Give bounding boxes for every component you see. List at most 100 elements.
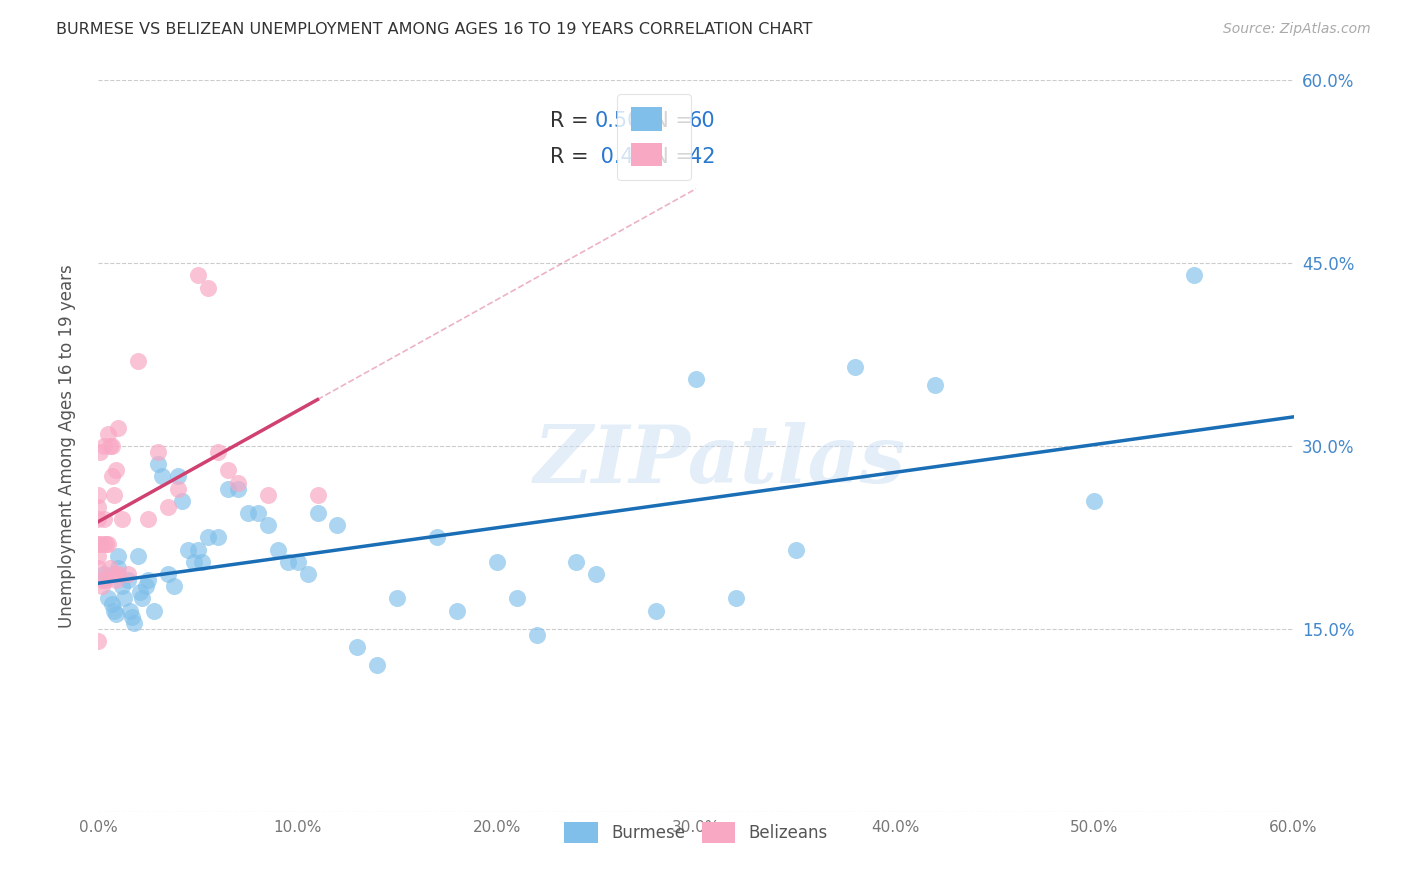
- Y-axis label: Unemployment Among Ages 16 to 19 years: Unemployment Among Ages 16 to 19 years: [58, 264, 76, 628]
- Point: [167, 482, 190, 496]
- Point: [105, 573, 128, 587]
- Point: [307, 488, 329, 502]
- Point: [93, 536, 115, 550]
- Legend: Burmese, Belizeans: Burmese, Belizeans: [555, 814, 837, 851]
- Point: [565, 555, 588, 569]
- Point: [346, 640, 368, 655]
- Point: [131, 591, 153, 606]
- Point: [117, 573, 139, 587]
- Point: [256, 518, 278, 533]
- Point: [97, 536, 120, 550]
- Point: [143, 603, 166, 617]
- Point: [167, 469, 190, 483]
- Point: [207, 445, 229, 459]
- Point: [148, 457, 170, 471]
- Point: [197, 530, 219, 544]
- Point: [136, 512, 159, 526]
- Point: [127, 549, 149, 563]
- Point: [277, 555, 299, 569]
- Point: [107, 567, 129, 582]
- Point: [87, 549, 110, 563]
- Point: [107, 561, 129, 575]
- Text: N =: N =: [640, 111, 699, 130]
- Point: [91, 573, 114, 587]
- Point: [267, 542, 290, 557]
- Point: [87, 634, 110, 648]
- Point: [157, 500, 180, 514]
- Point: [177, 542, 200, 557]
- Point: [98, 561, 122, 575]
- Point: [1182, 268, 1205, 283]
- Point: [93, 439, 115, 453]
- Point: [136, 573, 159, 587]
- Point: [924, 378, 946, 392]
- Text: BURMESE VS BELIZEAN UNEMPLOYMENT AMONG AGES 16 TO 19 YEARS CORRELATION CHART: BURMESE VS BELIZEAN UNEMPLOYMENT AMONG A…: [56, 22, 813, 37]
- Point: [97, 591, 120, 606]
- Point: [98, 439, 122, 453]
- Point: [107, 421, 129, 435]
- Point: [326, 518, 349, 533]
- Text: ZIPatlas: ZIPatlas: [534, 422, 905, 500]
- Point: [97, 426, 120, 441]
- Point: [385, 591, 409, 606]
- Point: [187, 268, 209, 283]
- Point: [1083, 494, 1105, 508]
- Point: [645, 603, 668, 617]
- Point: [785, 542, 807, 557]
- Point: [585, 567, 607, 582]
- Point: [120, 603, 142, 617]
- Point: [127, 353, 149, 368]
- Text: Source: ZipAtlas.com: Source: ZipAtlas.com: [1223, 22, 1371, 37]
- Point: [89, 536, 111, 550]
- Point: [226, 482, 249, 496]
- Point: [148, 445, 170, 459]
- Point: [183, 555, 205, 569]
- Point: [163, 579, 186, 593]
- Point: [426, 530, 449, 544]
- Point: [287, 555, 309, 569]
- Point: [87, 561, 110, 575]
- Point: [101, 469, 124, 483]
- Point: [111, 512, 134, 526]
- Point: [96, 536, 118, 550]
- Point: [446, 603, 468, 617]
- Point: [217, 463, 239, 477]
- Point: [366, 658, 388, 673]
- Text: 0.412: 0.412: [595, 147, 661, 167]
- Point: [297, 567, 319, 582]
- Point: [107, 549, 129, 563]
- Text: N =: N =: [640, 147, 699, 167]
- Point: [93, 512, 115, 526]
- Point: [217, 482, 239, 496]
- Point: [105, 463, 128, 477]
- Point: [207, 530, 229, 544]
- Point: [101, 598, 124, 612]
- Text: R =: R =: [550, 147, 595, 167]
- Point: [256, 488, 278, 502]
- Point: [724, 591, 747, 606]
- Point: [105, 607, 128, 622]
- Point: [121, 609, 143, 624]
- Point: [112, 591, 135, 606]
- Point: [96, 573, 118, 587]
- Point: [91, 579, 114, 593]
- Point: [485, 555, 508, 569]
- Point: [135, 579, 157, 593]
- Point: [187, 542, 209, 557]
- Point: [236, 506, 259, 520]
- Point: [197, 280, 219, 294]
- Point: [129, 585, 152, 599]
- Point: [89, 445, 111, 459]
- Point: [117, 567, 139, 582]
- Point: [226, 475, 249, 490]
- Point: [506, 591, 529, 606]
- Text: 0.506: 0.506: [595, 111, 654, 130]
- Point: [150, 469, 173, 483]
- Point: [103, 567, 125, 582]
- Text: R =: R =: [550, 111, 595, 130]
- Point: [307, 506, 329, 520]
- Point: [172, 494, 194, 508]
- Point: [191, 555, 214, 569]
- Point: [844, 359, 866, 374]
- Point: [103, 603, 125, 617]
